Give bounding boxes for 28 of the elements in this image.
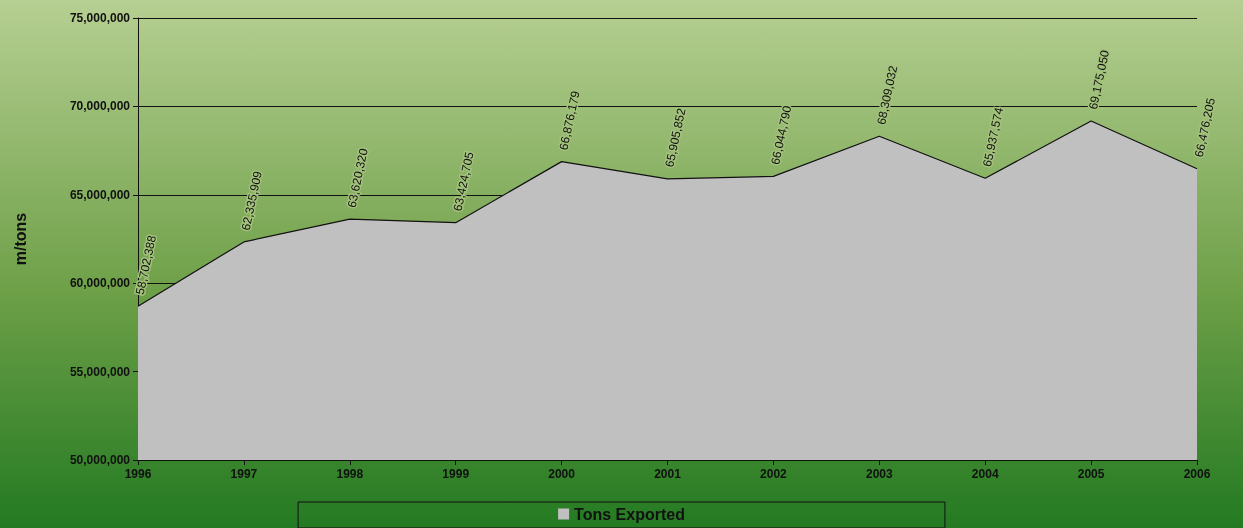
data-label: 62,335,909 <box>238 169 265 232</box>
x-tick-label: 1999 <box>442 467 470 481</box>
x-tick-label: 2001 <box>654 467 682 481</box>
x-tick-label: 1996 <box>124 467 152 481</box>
data-label: 68,309,032 <box>874 64 901 126</box>
data-label: 66,876,179 <box>556 89 583 152</box>
x-tick-label: 2005 <box>1077 467 1105 481</box>
data-label: 63,424,705 <box>450 150 477 213</box>
data-label: 65,937,574 <box>980 105 1007 168</box>
y-tick-label: 55,000,000 <box>69 364 131 379</box>
x-tick-label: 2003 <box>865 467 893 481</box>
x-tick-label: 2006 <box>1183 467 1211 481</box>
y-tick-label: 70,000,000 <box>69 99 131 114</box>
x-tick-label: 1997 <box>230 467 258 481</box>
x-tick-label: 2002 <box>760 467 788 481</box>
y-tick-label: 65,000,000 <box>69 187 131 202</box>
y-axis-title: m/tons <box>11 212 29 266</box>
data-label: 63,620,320 <box>344 146 371 209</box>
y-tick-label: 75,000,000 <box>69 11 131 25</box>
data-label: 66,044,790 <box>768 104 795 166</box>
y-tick-label: 60,000,000 <box>69 276 131 291</box>
x-tick-label: 2000 <box>548 467 576 481</box>
x-tick-label: 2004 <box>971 467 999 481</box>
x-tick-label: 1998 <box>336 467 364 481</box>
data-label: 66,476,205 <box>1191 96 1219 159</box>
legend-label: Tons Exported <box>574 505 685 523</box>
y-tick-label: 50,000,000 <box>69 453 131 467</box>
data-label: 69,175,050 <box>1085 48 1113 111</box>
